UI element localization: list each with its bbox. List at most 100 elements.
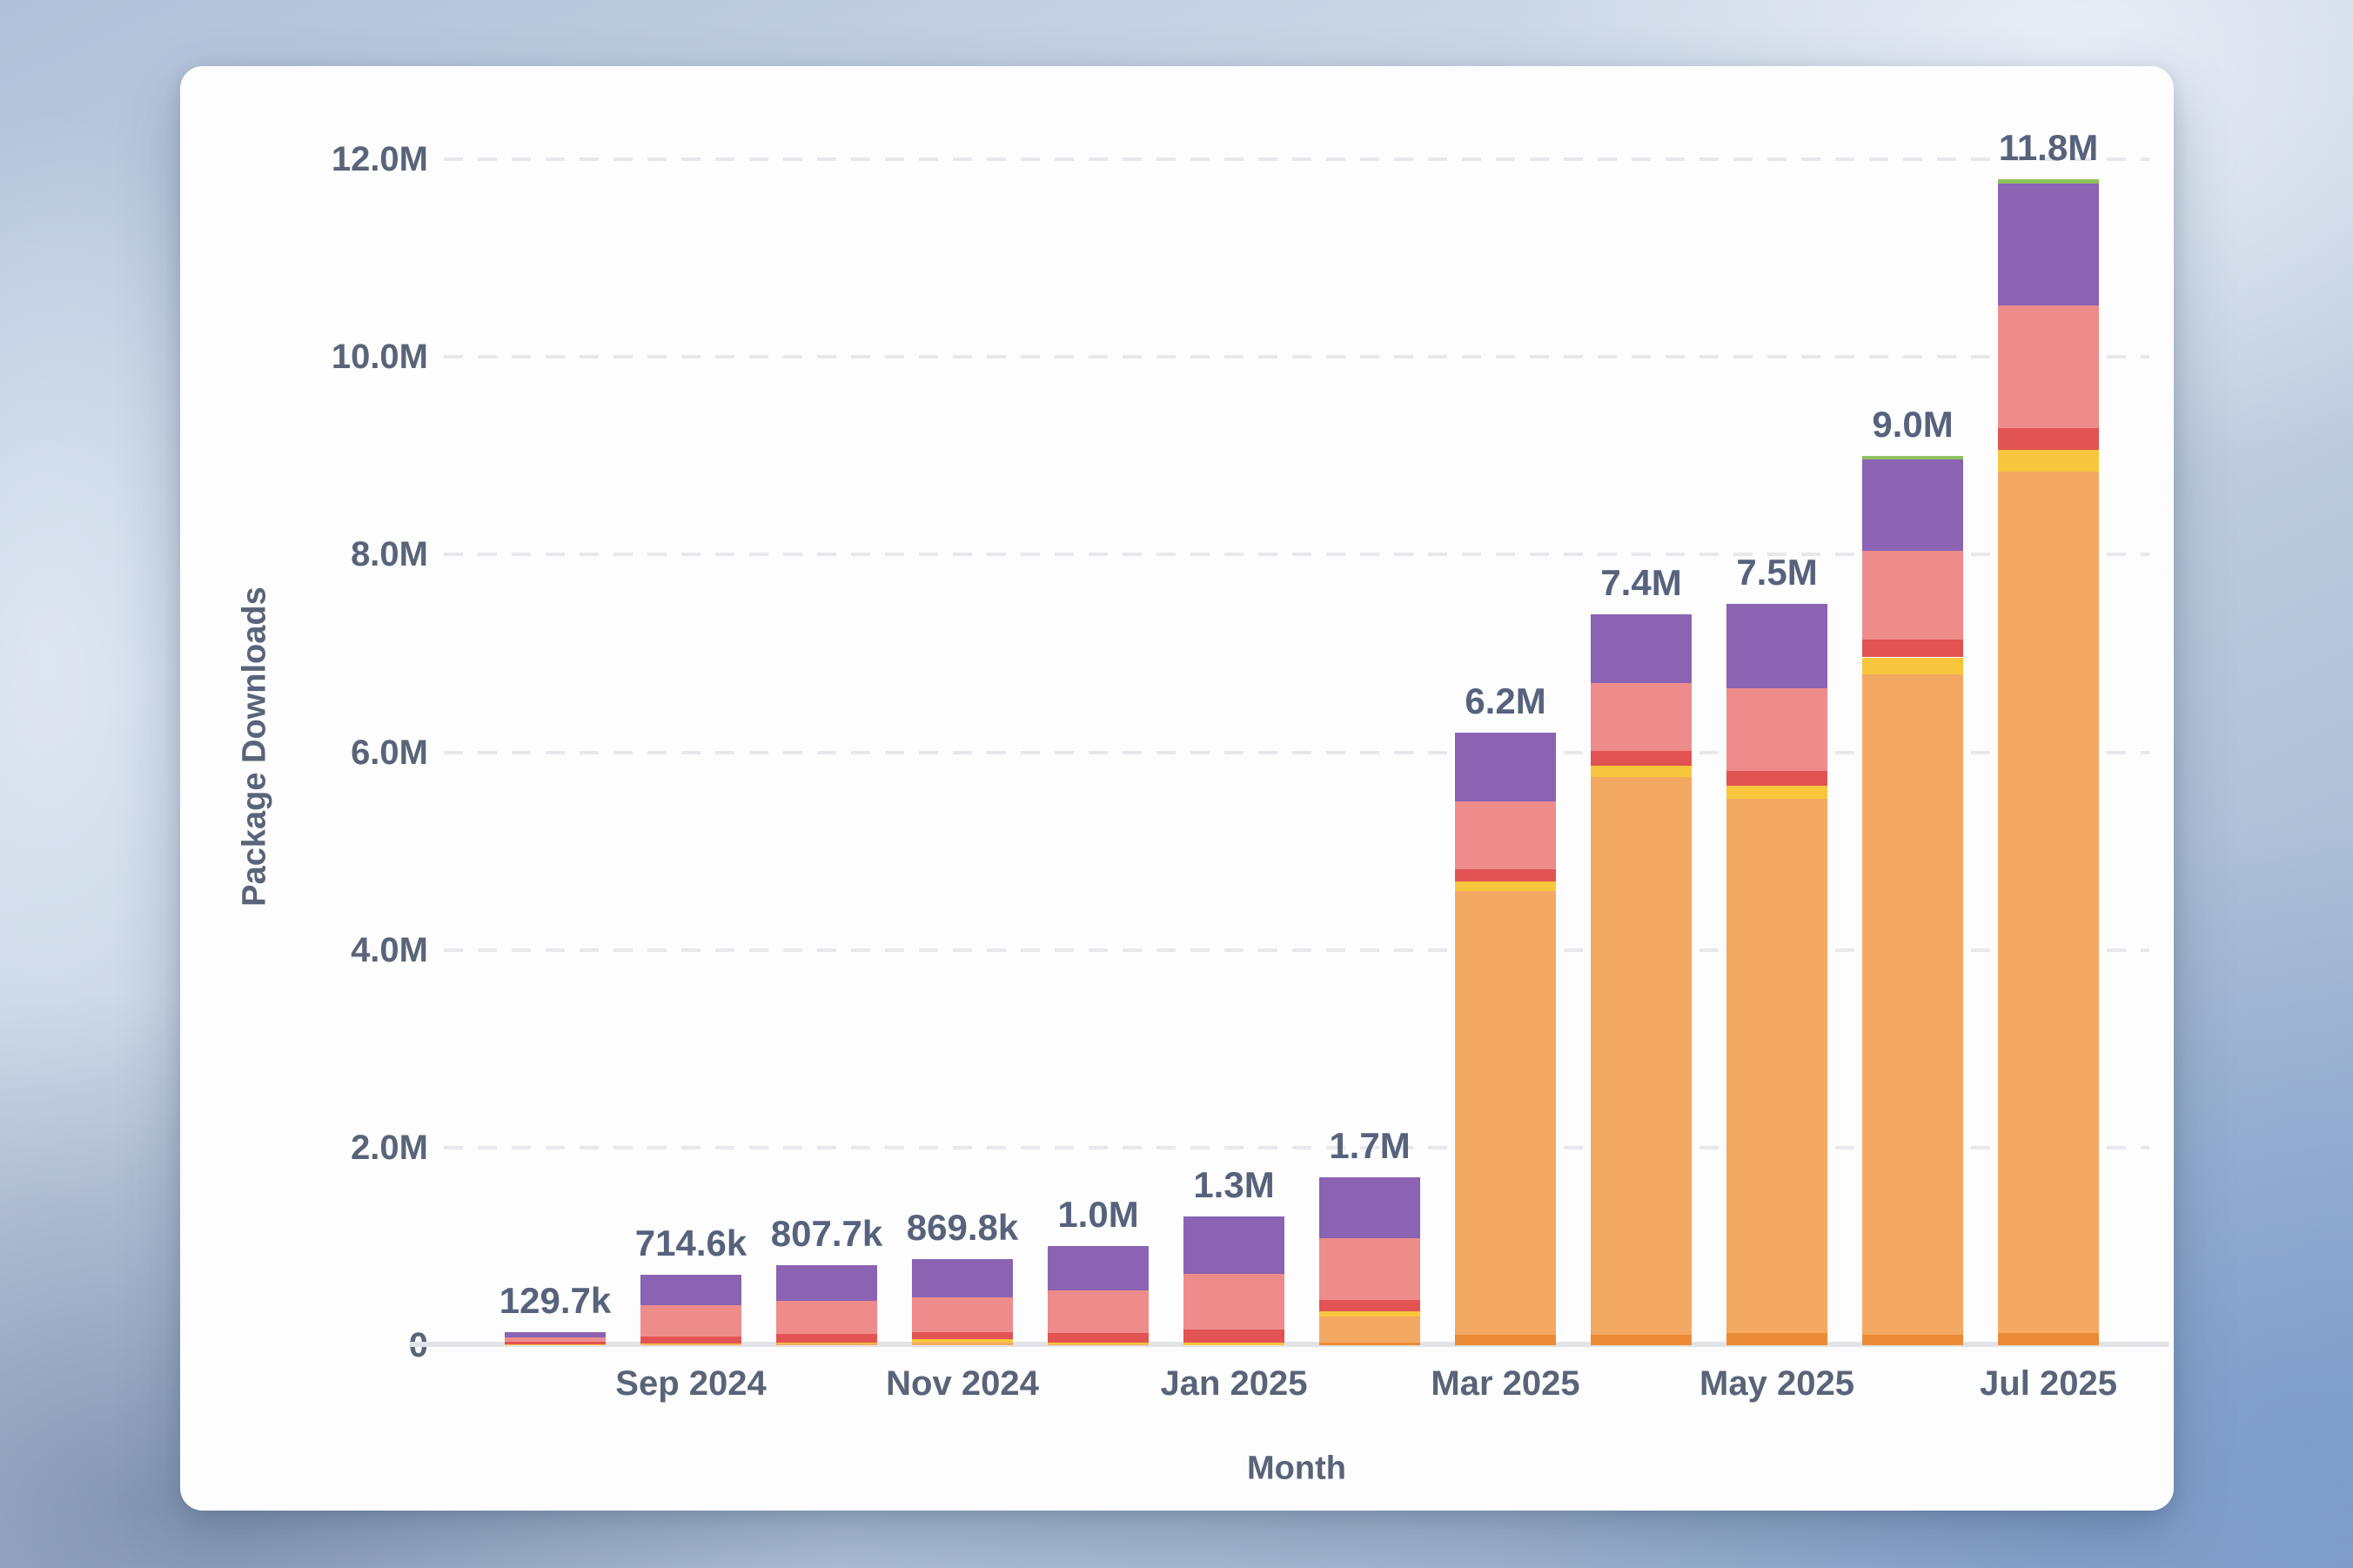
x-tick-label: Jul 2025 xyxy=(1980,1364,2117,1403)
dark-orange-segment xyxy=(1455,1334,1556,1345)
red-segment xyxy=(1319,1299,1420,1312)
yellow-segment xyxy=(1455,881,1556,891)
bar-stack-jul-2025 xyxy=(1998,178,2099,1345)
bar-total-label: 869.8k xyxy=(906,1207,1019,1249)
red-segment xyxy=(1183,1329,1284,1343)
gridline-4.0M xyxy=(444,948,2149,952)
yellow-segment xyxy=(1048,1343,1149,1344)
salmon-segment xyxy=(776,1300,877,1335)
gridline-6.0M xyxy=(444,750,2149,754)
yellow-segment xyxy=(912,1339,1013,1344)
purple-segment xyxy=(1862,459,1963,551)
orange-segment xyxy=(1048,1344,1149,1345)
yellow-segment xyxy=(1998,449,2099,472)
salmon-segment xyxy=(1048,1290,1149,1334)
dark-orange-segment xyxy=(1591,1334,1692,1345)
bar-total-label: 714.6k xyxy=(634,1222,747,1263)
purple-segment xyxy=(1048,1246,1149,1290)
orange-segment xyxy=(1455,890,1556,1335)
gridline-12.0M xyxy=(444,157,2149,162)
y-tick-label: 6.0M xyxy=(351,733,428,772)
orange-segment xyxy=(1998,471,2099,1334)
y-tick-label: 0 xyxy=(202,1323,428,1368)
bar-total-label: 7.4M xyxy=(1600,561,1682,603)
bar-stack-oct-2024 xyxy=(776,1265,877,1345)
x-axis-title: Month xyxy=(1247,1450,1346,1487)
green-segment xyxy=(1862,455,1963,460)
purple-segment xyxy=(1455,732,1556,802)
bar-stack-may-2025 xyxy=(1726,604,1827,1345)
red-segment xyxy=(640,1337,741,1344)
gridline-10.0M xyxy=(444,355,2149,359)
bar-stack-feb-2025 xyxy=(1319,1176,1420,1345)
purple-segment xyxy=(505,1332,606,1337)
orange-segment xyxy=(1862,673,1963,1335)
purple-segment xyxy=(912,1259,1013,1298)
yellow-segment xyxy=(776,1343,877,1344)
dark-orange-segment xyxy=(1726,1333,1827,1345)
yellow-segment xyxy=(1591,766,1692,777)
salmon-segment xyxy=(1998,305,2099,428)
bar-total-label: 807.7k xyxy=(770,1213,883,1255)
bar-stack-nov-2024 xyxy=(912,1259,1013,1345)
purple-segment xyxy=(1591,613,1692,684)
green-segment xyxy=(1998,178,2099,184)
purple-segment xyxy=(640,1274,741,1306)
yellow-segment xyxy=(1319,1311,1420,1317)
purple-segment xyxy=(1319,1176,1420,1239)
salmon-segment xyxy=(1183,1274,1284,1330)
bar-total-label: 11.8M xyxy=(1998,126,2099,168)
bar-stack-mar-2025 xyxy=(1455,732,1556,1345)
bar-total-label: 1.3M xyxy=(1193,1164,1275,1206)
orange-segment xyxy=(1591,776,1692,1335)
bar-stack-sep-2024 xyxy=(640,1274,741,1345)
salmon-segment xyxy=(1455,801,1556,869)
yellow-segment xyxy=(1726,786,1827,799)
salmon-segment xyxy=(1862,550,1963,640)
yellow-segment xyxy=(1862,657,1963,674)
dark-orange-segment xyxy=(1319,1342,1420,1345)
x-tick-label: May 2025 xyxy=(1699,1364,1854,1403)
y-tick-label: 2.0M xyxy=(351,1128,428,1167)
purple-segment xyxy=(1183,1216,1284,1274)
x-axis-line xyxy=(409,1342,2169,1347)
red-segment xyxy=(1726,771,1827,787)
x-tick-label: Jan 2025 xyxy=(1160,1364,1308,1403)
y-tick-label: 10.0M xyxy=(331,338,428,377)
salmon-segment xyxy=(505,1337,606,1343)
red-segment xyxy=(1591,751,1692,767)
bar-total-label: 1.0M xyxy=(1057,1194,1139,1236)
bar-stack-jun-2025 xyxy=(1862,455,1963,1345)
bar-stack-aug-2024 xyxy=(505,1332,606,1345)
red-segment xyxy=(912,1332,1013,1340)
bar-total-label: 1.7M xyxy=(1329,1124,1411,1166)
purple-segment xyxy=(1998,184,2099,306)
yellow-segment xyxy=(1183,1342,1284,1345)
orange-segment xyxy=(776,1343,877,1345)
bar-total-label: 9.0M xyxy=(1872,403,1954,445)
chart-card xyxy=(180,66,2174,1511)
red-segment xyxy=(1862,640,1963,658)
y-tick-label: 4.0M xyxy=(351,930,428,969)
orange-segment xyxy=(1726,798,1827,1334)
orange-segment xyxy=(1319,1317,1420,1343)
purple-segment xyxy=(1726,604,1827,688)
y-tick-label: 12.0M xyxy=(331,140,428,179)
bar-total-label: 6.2M xyxy=(1465,680,1546,721)
gridline-8.0M xyxy=(444,553,2149,557)
purple-segment xyxy=(776,1265,877,1301)
y-tick-label: 8.0M xyxy=(351,535,428,574)
bar-total-label: 7.5M xyxy=(1736,552,1818,593)
dark-orange-segment xyxy=(1998,1333,2099,1345)
orange-segment xyxy=(912,1343,1013,1345)
gridline-2.0M xyxy=(444,1145,2149,1149)
bar-stack-apr-2025 xyxy=(1591,613,1692,1345)
salmon-segment xyxy=(640,1305,741,1337)
red-segment xyxy=(1998,427,2099,450)
bar-total-label: 129.7k xyxy=(499,1280,612,1322)
red-segment xyxy=(1048,1333,1149,1344)
dark-orange-segment xyxy=(1862,1334,1963,1345)
bar-stack-jan-2025 xyxy=(1183,1216,1284,1345)
